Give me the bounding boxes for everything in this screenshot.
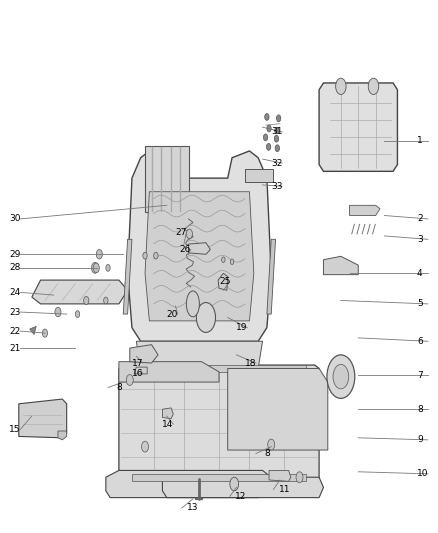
Text: 33: 33	[271, 182, 283, 191]
Polygon shape	[119, 365, 319, 481]
Circle shape	[230, 259, 234, 264]
Text: 30: 30	[9, 214, 21, 223]
Text: 14: 14	[162, 419, 174, 429]
Circle shape	[92, 262, 99, 273]
Text: 8: 8	[116, 383, 122, 392]
Circle shape	[327, 355, 355, 398]
Polygon shape	[127, 151, 271, 341]
Circle shape	[143, 252, 147, 259]
Text: 5: 5	[417, 300, 423, 309]
Polygon shape	[132, 365, 306, 372]
Circle shape	[196, 303, 215, 333]
Polygon shape	[123, 239, 132, 314]
Circle shape	[106, 264, 110, 271]
Circle shape	[336, 78, 346, 94]
Polygon shape	[136, 341, 262, 368]
FancyBboxPatch shape	[145, 146, 188, 212]
Circle shape	[276, 115, 281, 122]
Polygon shape	[162, 477, 323, 498]
Text: 22: 22	[9, 327, 21, 336]
Polygon shape	[162, 408, 173, 419]
Circle shape	[265, 114, 269, 120]
Circle shape	[266, 143, 271, 150]
Circle shape	[274, 135, 279, 142]
Polygon shape	[267, 239, 276, 314]
Text: 10: 10	[417, 470, 428, 478]
Polygon shape	[323, 256, 358, 274]
Polygon shape	[130, 345, 158, 363]
Polygon shape	[132, 474, 306, 481]
Text: 17: 17	[132, 359, 144, 368]
Text: 3: 3	[417, 235, 423, 244]
Circle shape	[75, 311, 80, 318]
Text: 20: 20	[167, 310, 178, 319]
Polygon shape	[350, 205, 380, 215]
Circle shape	[154, 252, 158, 259]
Text: 12: 12	[235, 492, 247, 501]
Polygon shape	[269, 471, 291, 481]
Polygon shape	[32, 280, 127, 304]
Circle shape	[96, 249, 102, 259]
Text: 27: 27	[176, 228, 187, 237]
Text: 8: 8	[264, 449, 270, 458]
Circle shape	[55, 308, 61, 317]
Circle shape	[275, 127, 279, 134]
Circle shape	[275, 145, 279, 151]
Polygon shape	[188, 243, 210, 254]
Circle shape	[368, 78, 379, 94]
Circle shape	[84, 296, 89, 304]
Text: 24: 24	[9, 288, 21, 297]
Text: 7: 7	[417, 371, 423, 380]
Text: 23: 23	[9, 308, 21, 317]
Ellipse shape	[186, 291, 199, 317]
Polygon shape	[134, 367, 147, 374]
Text: 31: 31	[271, 127, 283, 136]
Text: 8: 8	[417, 405, 423, 414]
Circle shape	[141, 441, 148, 452]
Polygon shape	[218, 273, 228, 290]
Text: 13: 13	[187, 503, 199, 512]
Text: 6: 6	[417, 337, 423, 346]
Text: 11: 11	[279, 485, 290, 494]
Circle shape	[222, 257, 225, 262]
Circle shape	[333, 365, 349, 389]
Circle shape	[268, 439, 275, 450]
Circle shape	[230, 477, 239, 491]
Circle shape	[126, 375, 133, 385]
Polygon shape	[228, 368, 328, 450]
Polygon shape	[30, 326, 36, 335]
Circle shape	[93, 263, 99, 272]
Polygon shape	[145, 192, 254, 321]
Circle shape	[42, 329, 47, 337]
Circle shape	[186, 229, 192, 239]
Text: 25: 25	[219, 277, 230, 286]
Text: 21: 21	[9, 344, 21, 352]
Text: 16: 16	[132, 369, 144, 378]
Circle shape	[263, 134, 268, 141]
Circle shape	[267, 125, 271, 132]
Text: 4: 4	[417, 269, 423, 278]
Polygon shape	[58, 431, 67, 440]
Circle shape	[296, 472, 303, 483]
Polygon shape	[119, 362, 219, 382]
Polygon shape	[19, 399, 67, 438]
Circle shape	[104, 297, 108, 304]
Text: 2: 2	[417, 214, 423, 223]
Text: 29: 29	[9, 250, 21, 259]
Text: 32: 32	[271, 159, 283, 168]
Text: 18: 18	[245, 359, 257, 368]
Text: 28: 28	[9, 263, 21, 272]
Text: 1: 1	[417, 136, 423, 145]
Polygon shape	[319, 83, 397, 171]
Text: 19: 19	[237, 323, 248, 332]
FancyBboxPatch shape	[245, 168, 273, 182]
Polygon shape	[106, 471, 271, 498]
Text: 15: 15	[9, 425, 21, 434]
Text: 26: 26	[180, 245, 191, 254]
Text: 9: 9	[417, 435, 423, 445]
